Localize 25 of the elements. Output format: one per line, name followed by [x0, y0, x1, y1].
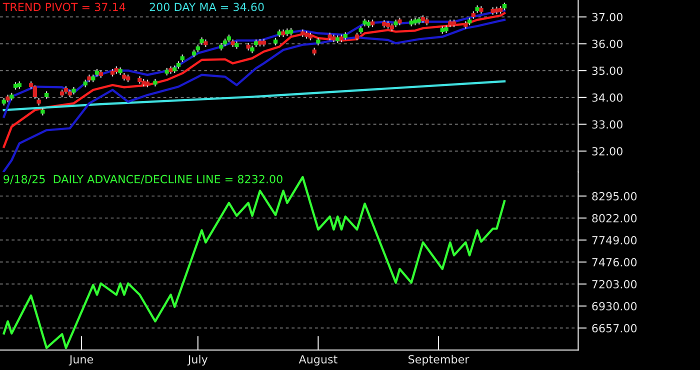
candlestick [32, 84, 38, 100]
y-tick-label: 7476.00 [592, 258, 637, 266]
y-tick-label: 37.00 [592, 12, 622, 22]
y-tick-label: 36.00 [592, 40, 622, 48]
line-series [2, 176, 506, 350]
y-tick-label: 34.00 [592, 93, 622, 102]
line-series [2, 80, 506, 112]
y-tick-label: 33.00 [592, 120, 622, 129]
text: TREND PIVOT = 37.14 [2, 2, 126, 12]
x-tick-label: September [408, 354, 470, 366]
x-tick-label: August [298, 355, 338, 366]
y-tick-label: 8022.00 [592, 214, 637, 222]
y-tick-label: 7749.00 [592, 236, 637, 244]
y-tick-label: 35.00 [592, 66, 622, 75]
line-series [2, 12, 506, 148]
y-tick-label: 8295.00 [592, 192, 637, 200]
y-tick-label: 7203.00 [592, 280, 637, 288]
y-tick-label: 6657.00 [592, 324, 637, 332]
x-tick-label: July [187, 354, 208, 366]
series-label: 9/18/25 DAILY ADVANCE/DECLINE LINE = 8232.00 [4, 174, 282, 184]
y-tick-label: 6930.00 [592, 302, 637, 310]
line-series [2, 18, 506, 172]
x-tick-label: June [68, 355, 93, 366]
y-tick-label: 32.00 [592, 147, 622, 156]
text: 200 DAY MA = 34.60 [150, 2, 264, 12]
